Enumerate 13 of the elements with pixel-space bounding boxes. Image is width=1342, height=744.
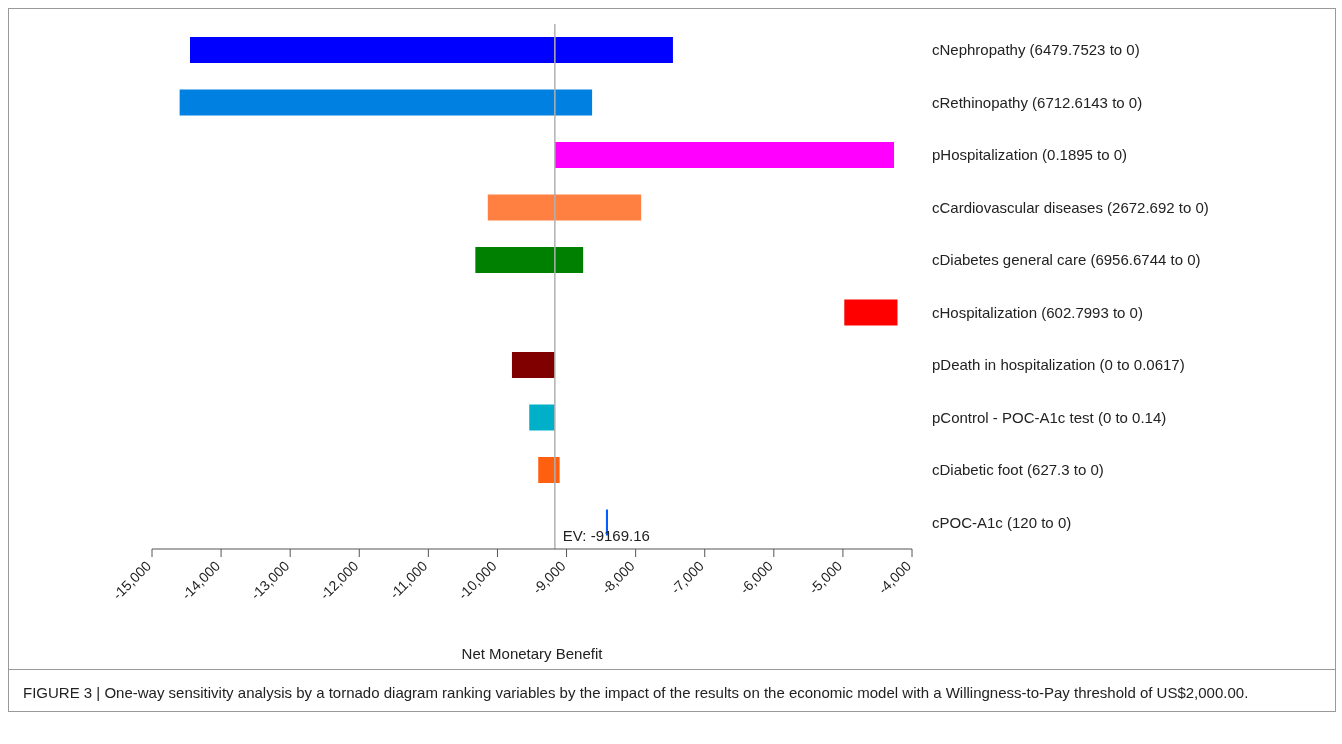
y-tick-label: cHospitalization (602.7993 to 0) — [932, 303, 1143, 321]
y-tick-label: cDiabetic foot (627.3 to 0) — [932, 461, 1104, 479]
y-tick-label: cPOC-A1c (120 to 0) — [932, 513, 1072, 531]
y-tick-label: cCardiovascular diseases (2672.692 to 0) — [932, 198, 1209, 216]
caption: FIGURE 3 | One-way sensitivity analysis by a tornado diagram ranking variables by the impact of the results on the economic model with a Willingness-to-Pay threshold of US$2,000.00. — [9, 669, 1335, 711]
x-axis-title: Net Monetary Benefit — [461, 645, 604, 662]
y-tick-label: cRethinopathy (6712.6143 to 0) — [932, 93, 1143, 111]
y-tick-label: pControl - POC-A1c test (0 to 0.14) — [932, 408, 1167, 426]
y-tick-label: pHospitalization (0.1895 to 0) — [932, 146, 1128, 164]
y-tick-label: cDiabetes general care (6956.6744 to 0) — [932, 251, 1201, 269]
y-tick-label: pDeath in hospitalization (0 to 0.0617) — [932, 356, 1185, 374]
ref-line-label: EV: -9169.16 — [562, 527, 650, 544]
y-tick-label: cNephropathy (6479.7523 to 0) — [932, 41, 1140, 59]
